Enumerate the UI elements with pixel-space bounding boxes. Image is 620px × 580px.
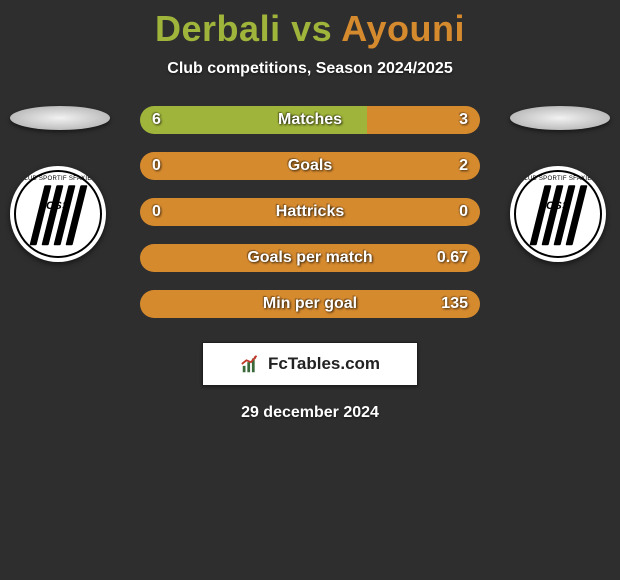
page-title: Derbali vs Ayouni [0, 0, 620, 50]
brand-text: FcTables.com [268, 354, 380, 374]
bar-label: Goals per match [247, 249, 372, 267]
bar-value-right: 135 [441, 295, 468, 313]
bar-label: Hattricks [276, 203, 344, 221]
club-badge-left: CLUB SPORTIF SFAXIEN CSS [10, 166, 110, 266]
bar-row: 0 2 Goals [140, 152, 480, 180]
bar-value-left: 0 [152, 157, 161, 175]
bar-value-left: 0 [152, 203, 161, 221]
subtitle: Club competitions, Season 2024/2025 [0, 60, 620, 78]
bar-label: Matches [278, 111, 342, 129]
badge-arc-text: CLUB SPORTIF SFAXIEN [520, 176, 597, 182]
bar-value-right: 3 [459, 111, 468, 129]
badge-arc-text: CLUB SPORTIF SFAXIEN [20, 176, 97, 182]
bar-row: 0 0 Hattricks [140, 198, 480, 226]
bar-row: 0.67 Goals per match [140, 244, 480, 272]
comparison-arena: CLUB SPORTIF SFAXIEN CSS CLUB SPORTIF SF… [0, 106, 620, 318]
player-right-oval [510, 106, 610, 130]
bar-label: Goals [288, 157, 332, 175]
bar-row: 135 Min per goal [140, 290, 480, 318]
date-line: 29 december 2024 [0, 404, 620, 422]
player-left-oval [10, 106, 110, 130]
bar-value-right: 0.67 [437, 249, 468, 267]
chart-icon [240, 353, 262, 375]
bar-value-right: 2 [459, 157, 468, 175]
brand-box[interactable]: FcTables.com [202, 342, 418, 386]
bar-value-left: 6 [152, 111, 161, 129]
title-vs: vs [281, 8, 342, 49]
club-badge-right: CLUB SPORTIF SFAXIEN CSS [510, 166, 610, 266]
comparison-bars: 6 3 Matches 0 2 Goals 0 0 Hattricks 0.67 Goals per… [140, 106, 480, 318]
bar-row: 6 3 Matches [140, 106, 480, 134]
title-right: Ayouni [341, 8, 465, 49]
bar-label: Min per goal [263, 295, 357, 313]
title-left: Derbali [155, 8, 281, 49]
bar-value-right: 0 [459, 203, 468, 221]
